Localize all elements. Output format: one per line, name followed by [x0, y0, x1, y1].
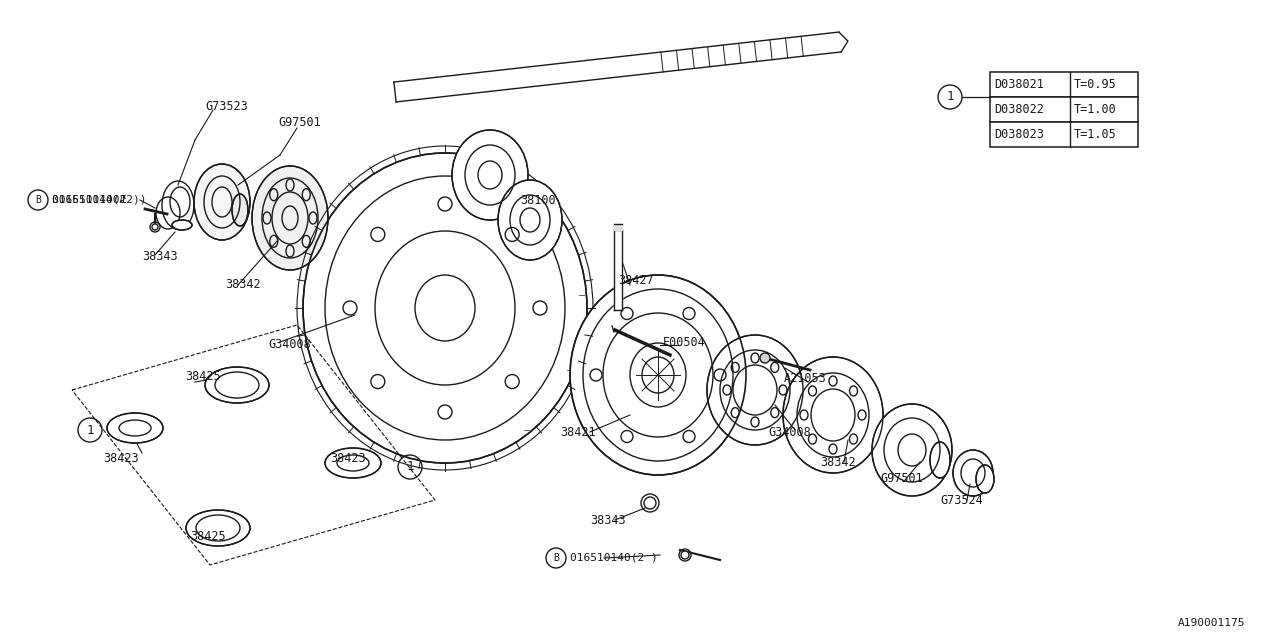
Ellipse shape [452, 130, 529, 220]
Text: T=0.95: T=0.95 [1074, 78, 1116, 91]
Ellipse shape [872, 404, 952, 496]
Text: 38425: 38425 [189, 529, 225, 543]
Ellipse shape [977, 465, 995, 493]
Circle shape [760, 353, 771, 363]
Text: 38421: 38421 [561, 426, 595, 438]
Text: ß016510140Æ2 ): ß016510140Æ2 ) [52, 195, 146, 205]
Ellipse shape [954, 450, 993, 496]
Text: G97501: G97501 [881, 472, 923, 484]
Text: 38423: 38423 [330, 451, 366, 465]
Polygon shape [394, 32, 841, 102]
Polygon shape [614, 224, 622, 230]
Text: 016510140(2 ): 016510140(2 ) [570, 553, 658, 563]
Text: B: B [553, 553, 559, 563]
Ellipse shape [325, 448, 381, 478]
Ellipse shape [498, 180, 562, 260]
Text: 38100: 38100 [520, 193, 556, 207]
Ellipse shape [195, 164, 250, 240]
Text: G34008: G34008 [768, 426, 810, 438]
Text: 38425: 38425 [186, 371, 220, 383]
Ellipse shape [252, 166, 328, 270]
Text: G73524: G73524 [940, 493, 983, 506]
Text: E00504: E00504 [663, 337, 705, 349]
Text: 1: 1 [406, 461, 413, 474]
Ellipse shape [172, 220, 192, 230]
Text: A190001175: A190001175 [1178, 618, 1245, 628]
Text: 38343: 38343 [590, 513, 626, 527]
Ellipse shape [931, 442, 950, 478]
Text: 38342: 38342 [225, 278, 261, 291]
Text: 38423: 38423 [102, 451, 138, 465]
Text: D038022: D038022 [995, 103, 1044, 116]
Ellipse shape [108, 413, 163, 443]
Ellipse shape [570, 275, 746, 475]
Bar [989, 122, 1138, 147]
Ellipse shape [783, 357, 883, 473]
Bar [989, 72, 1138, 97]
Circle shape [681, 551, 689, 559]
Ellipse shape [303, 153, 588, 463]
Text: 38343: 38343 [142, 250, 178, 264]
Text: 1: 1 [946, 90, 954, 104]
Ellipse shape [707, 335, 803, 445]
Ellipse shape [232, 194, 248, 226]
Text: G97501: G97501 [278, 115, 321, 129]
Ellipse shape [186, 510, 250, 546]
Text: 1: 1 [86, 424, 93, 436]
Text: G73523: G73523 [205, 100, 248, 113]
Text: T=1.00: T=1.00 [1074, 103, 1116, 116]
Circle shape [152, 224, 157, 230]
Text: 38342: 38342 [820, 456, 855, 468]
Text: T=1.05: T=1.05 [1074, 128, 1116, 141]
Text: A21053: A21053 [783, 371, 827, 385]
Ellipse shape [205, 367, 269, 403]
Bar [989, 97, 1138, 122]
Text: D038021: D038021 [995, 78, 1044, 91]
Polygon shape [614, 230, 622, 310]
Text: 38427: 38427 [618, 273, 654, 287]
Text: D038023: D038023 [995, 128, 1044, 141]
Text: G34008: G34008 [268, 339, 311, 351]
Text: B: B [35, 195, 41, 205]
Text: 016510140(2 ): 016510140(2 ) [52, 195, 140, 205]
